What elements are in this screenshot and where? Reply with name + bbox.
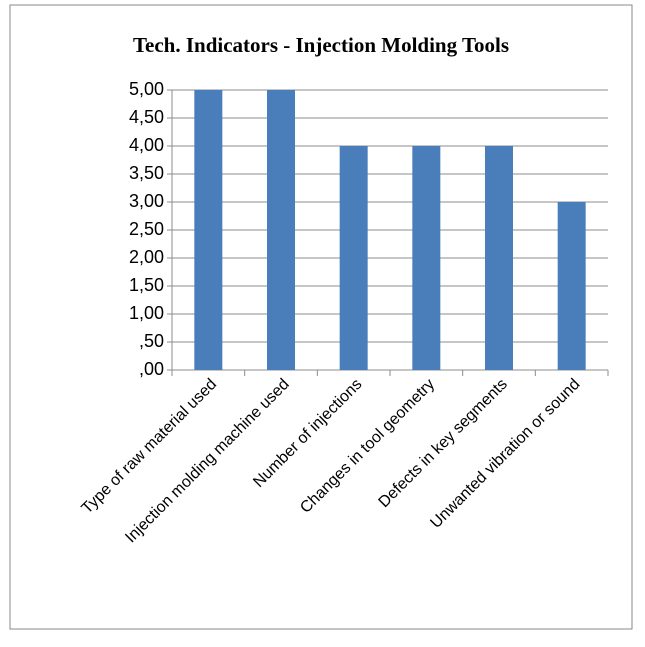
y-tick-label: 3,00 — [129, 191, 164, 211]
y-tick-label: 4,50 — [129, 107, 164, 127]
bar — [267, 90, 295, 370]
y-tick-label: ,00 — [139, 359, 164, 379]
bar — [412, 146, 441, 370]
y-tick-label: 5,00 — [129, 79, 164, 99]
chart-title: Tech. Indicators - Injection Molding Too… — [133, 33, 509, 57]
y-tick-label: 1,00 — [129, 303, 164, 323]
bar — [557, 202, 586, 370]
y-tick-label: 4,00 — [129, 135, 164, 155]
y-tick-label: 2,00 — [129, 247, 164, 267]
y-tick-label: ,50 — [139, 331, 164, 351]
chart-border — [9, 4, 633, 630]
bar — [339, 146, 368, 370]
y-tick-label: 3,50 — [129, 163, 164, 183]
y-tick-label: 2,50 — [129, 219, 164, 239]
bar — [194, 90, 223, 370]
y-tick-label: 1,50 — [129, 275, 164, 295]
bar — [485, 146, 513, 370]
